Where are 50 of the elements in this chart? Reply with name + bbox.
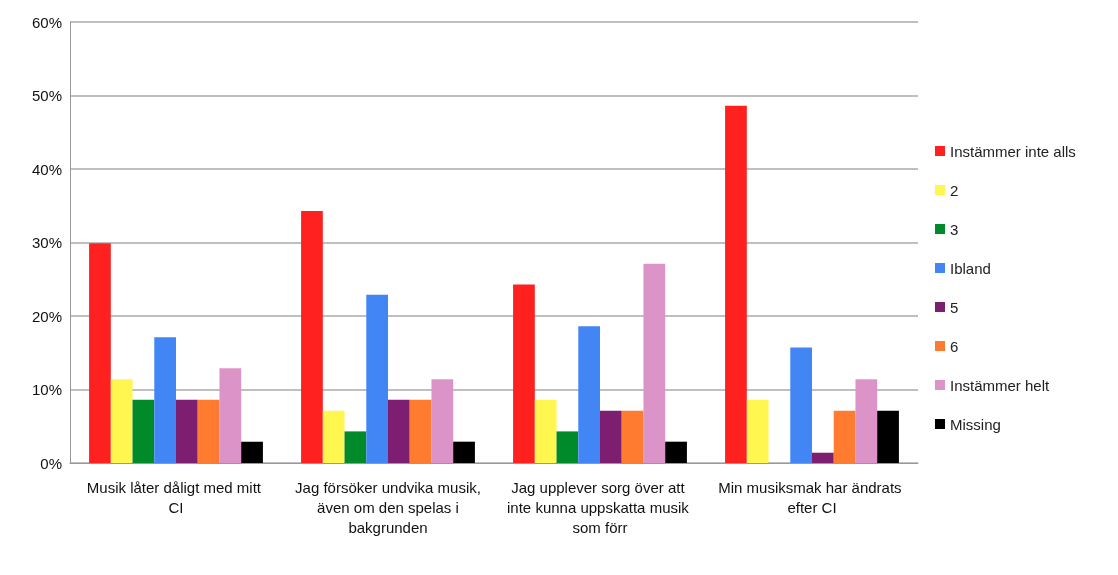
x-tick-label: Jag försöker undvika musik, även om den spelas i bakgrunden	[295, 478, 481, 536]
bar	[322, 410, 345, 463]
legend-label: 6	[950, 337, 959, 355]
bar	[388, 399, 410, 463]
bar	[197, 399, 220, 463]
legend-label: Ibland	[950, 259, 991, 277]
bar	[556, 431, 579, 463]
bar	[409, 399, 432, 463]
bar	[833, 410, 856, 463]
bar	[855, 379, 878, 463]
bar	[431, 379, 454, 463]
legend-label: Missing	[950, 415, 1001, 433]
bar	[877, 410, 899, 463]
legend-label: 5	[950, 298, 959, 316]
y-tick-label: 20%	[31, 307, 62, 325]
bar	[132, 399, 155, 463]
legend-label: 3	[950, 220, 959, 238]
bar	[812, 452, 834, 463]
bar	[176, 399, 198, 463]
bar	[301, 210, 323, 463]
bar	[89, 243, 111, 463]
bar	[513, 284, 535, 463]
bar	[643, 263, 666, 463]
legend-label: Instämmer inte alls	[950, 142, 1076, 160]
y-tick-label: 60%	[31, 13, 62, 31]
bar	[241, 441, 263, 463]
x-tick-label: Jag upplever sorg över att inte kunna uppskatta musik som förr	[507, 478, 693, 536]
y-tick-label: 40%	[31, 160, 62, 178]
x-tick-label: Min musiksmak har ändrats efter CI	[718, 478, 906, 516]
bar	[600, 410, 622, 463]
y-tick-label: 10%	[31, 381, 62, 398]
bar	[621, 410, 644, 463]
bar	[366, 294, 388, 463]
bar	[746, 399, 769, 463]
bar	[110, 379, 133, 463]
x-tick-label: Musik låter dåligt med mitt CI	[86, 478, 266, 516]
bar	[790, 347, 812, 463]
y-tick-label: 30%	[31, 234, 62, 251]
y-tick-label: 50%	[31, 87, 62, 104]
bar	[344, 431, 367, 463]
bar	[578, 326, 600, 463]
bar	[534, 399, 557, 463]
legend-label: Instämmer helt	[950, 376, 1051, 394]
bar	[219, 368, 242, 463]
bar	[665, 441, 687, 463]
bar	[453, 441, 475, 463]
bar	[154, 337, 176, 463]
y-tick-label: 0%	[40, 454, 62, 472]
bar	[725, 105, 747, 463]
legend-label: 2	[950, 181, 959, 199]
